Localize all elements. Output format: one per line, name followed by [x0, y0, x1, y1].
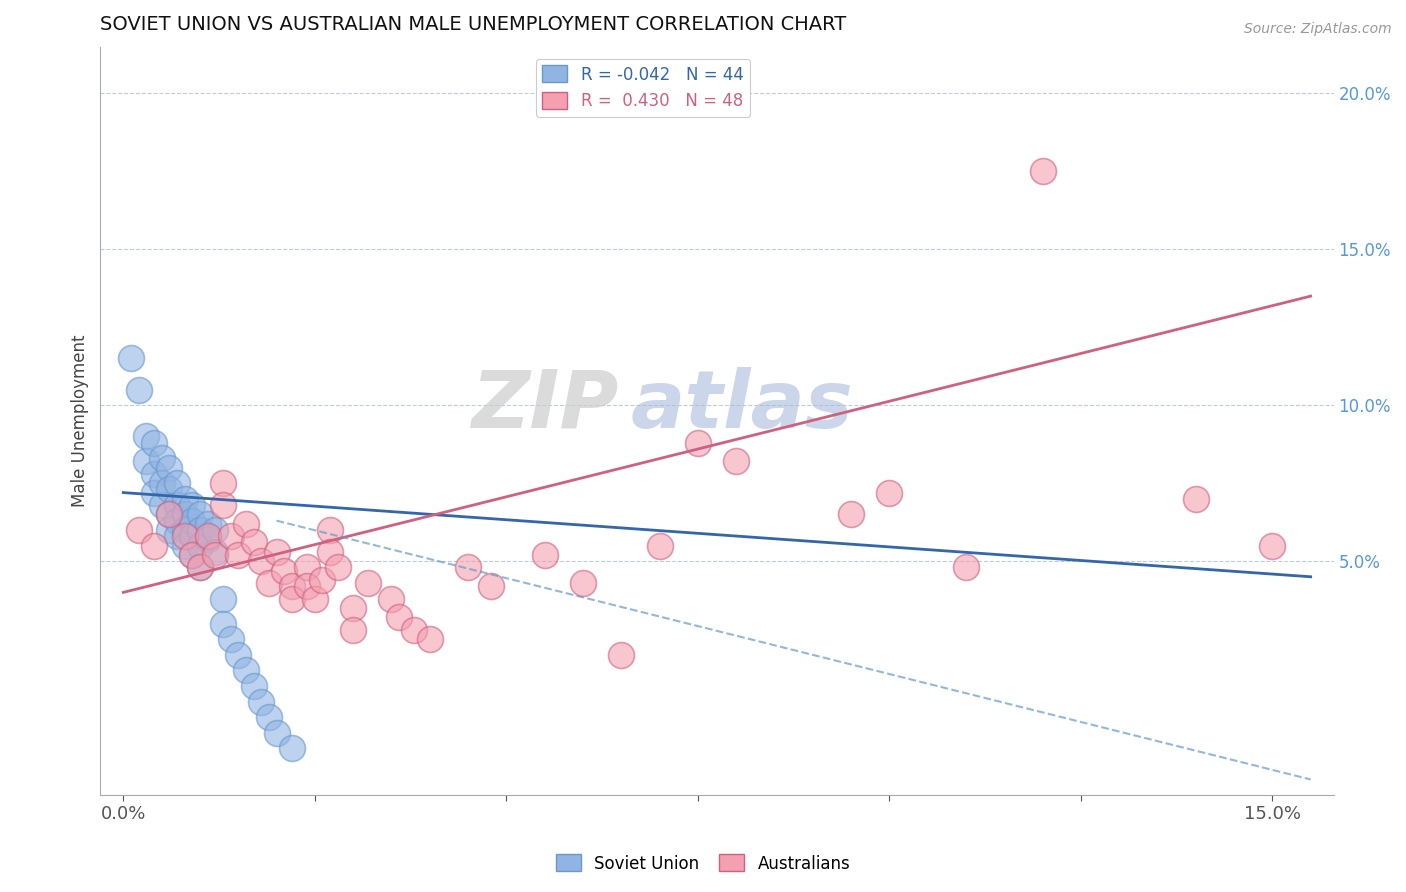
Text: Source: ZipAtlas.com: Source: ZipAtlas.com: [1244, 22, 1392, 37]
Legend: R = -0.042   N = 44, R =  0.430   N = 48: R = -0.042 N = 44, R = 0.430 N = 48: [536, 59, 751, 117]
Point: [181, 548, 204, 562]
Text: SOVIET UNION VS AUSTRALIAN MALE UNEMPLOYMENT CORRELATION CHART: SOVIET UNION VS AUSTRALIAN MALE UNEMPLOY…: [100, 15, 846, 34]
Point: [135, 429, 157, 443]
Point: [143, 467, 166, 481]
Point: [150, 451, 173, 466]
Point: [404, 623, 426, 637]
Point: [479, 579, 502, 593]
Point: [342, 601, 364, 615]
Point: [357, 576, 380, 591]
Point: [166, 476, 188, 491]
Point: [188, 539, 211, 553]
Point: [273, 564, 295, 578]
Point: [197, 533, 219, 547]
Point: [204, 523, 226, 537]
Point: [250, 694, 273, 708]
Text: ZIP: ZIP: [471, 367, 619, 445]
Point: [235, 663, 257, 677]
Point: [166, 498, 188, 512]
Point: [181, 514, 204, 528]
Point: [266, 725, 288, 739]
Point: [610, 648, 633, 662]
Point: [188, 560, 211, 574]
Point: [304, 591, 326, 606]
Point: [204, 545, 226, 559]
Point: [135, 454, 157, 468]
Point: [173, 508, 195, 522]
Point: [188, 560, 211, 574]
Y-axis label: Male Unemployment: Male Unemployment: [72, 334, 89, 508]
Point: [648, 539, 671, 553]
Point: [212, 616, 235, 631]
Point: [1032, 164, 1054, 178]
Point: [212, 591, 235, 606]
Point: [157, 523, 180, 537]
Point: [311, 573, 333, 587]
Point: [197, 529, 219, 543]
Point: [319, 523, 342, 537]
Point: [226, 648, 249, 662]
Point: [879, 485, 901, 500]
Point: [281, 579, 304, 593]
Point: [242, 535, 264, 549]
Point: [143, 539, 166, 553]
Point: [212, 498, 235, 512]
Point: [173, 523, 195, 537]
Point: [181, 498, 204, 512]
Point: [173, 539, 195, 553]
Point: [143, 435, 166, 450]
Point: [281, 591, 304, 606]
Point: [226, 548, 249, 562]
Point: [181, 548, 204, 562]
Point: [342, 623, 364, 637]
Point: [725, 454, 748, 468]
Point: [188, 508, 211, 522]
Point: [533, 548, 555, 562]
Point: [212, 476, 235, 491]
Legend: Soviet Union, Australians: Soviet Union, Australians: [550, 847, 856, 880]
Point: [242, 679, 264, 693]
Point: [839, 508, 862, 522]
Point: [157, 508, 180, 522]
Point: [250, 554, 273, 568]
Point: [204, 548, 226, 562]
Point: [157, 483, 180, 497]
Point: [219, 632, 242, 647]
Point: [266, 545, 288, 559]
Point: [235, 516, 257, 531]
Point: [572, 576, 595, 591]
Point: [173, 529, 195, 543]
Point: [166, 529, 188, 543]
Point: [257, 710, 280, 724]
Point: [150, 498, 173, 512]
Point: [457, 560, 479, 574]
Point: [295, 579, 318, 593]
Point: [150, 476, 173, 491]
Point: [173, 491, 195, 506]
Point: [166, 514, 188, 528]
Point: [197, 516, 219, 531]
Point: [281, 741, 304, 756]
Point: [319, 545, 342, 559]
Point: [181, 529, 204, 543]
Point: [128, 523, 150, 537]
Point: [380, 591, 402, 606]
Point: [686, 435, 709, 450]
Point: [419, 632, 441, 647]
Point: [955, 560, 977, 574]
Point: [120, 351, 142, 366]
Point: [188, 523, 211, 537]
Point: [157, 508, 180, 522]
Point: [219, 529, 242, 543]
Point: [1261, 539, 1284, 553]
Point: [295, 560, 318, 574]
Text: atlas: atlas: [631, 367, 853, 445]
Point: [128, 383, 150, 397]
Point: [143, 485, 166, 500]
Point: [1184, 491, 1206, 506]
Point: [326, 560, 349, 574]
Point: [257, 576, 280, 591]
Point: [157, 460, 180, 475]
Point: [388, 610, 411, 624]
